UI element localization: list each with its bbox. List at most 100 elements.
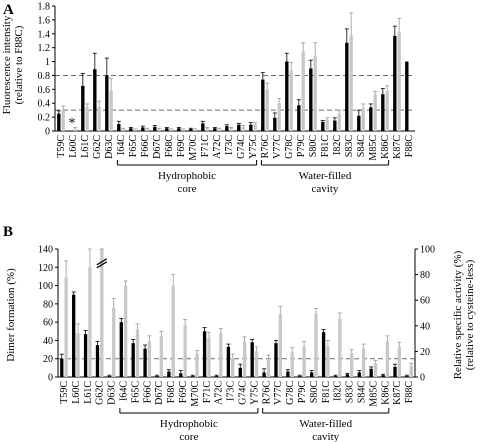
- panel-a-x-tick-label: S84C: [356, 135, 367, 158]
- panel-a-ylabel: Fluorescence intensity: [1, 15, 13, 114]
- panel-a-x-tick-label: D63C: [104, 135, 115, 159]
- panel-b-x-tick-label: F66C: [142, 381, 153, 404]
- panel-a-x-tick-label: A72C: [212, 135, 223, 159]
- panel-b-x-tick-label: D67C: [154, 381, 165, 405]
- panel-b-bar-gray: [76, 333, 80, 377]
- panel-a-bar-black: [201, 123, 205, 131]
- panel-b-bar-gray: [266, 358, 271, 377]
- panel-a-bar-gray: [397, 32, 401, 132]
- panel-b-x-tick-label: S80C: [309, 381, 320, 404]
- panel-a-y-tick-label: 1.8: [38, 2, 51, 13]
- panel-b-group-label-2: core: [179, 431, 198, 442]
- panel-a-bar-gray: [337, 113, 341, 131]
- panel-b-x-tick-label: F69C: [178, 381, 189, 404]
- panel-a-chart: 0 0.2 0.4 0.6 0.8 1 1.2 1.4 1.6 1.8 T59C L60C L61C G6…: [38, 2, 415, 195]
- panel-b-bar-black: [333, 376, 338, 377]
- panel-a-x-tick-label: R76C: [260, 135, 271, 159]
- panel-b-ylabel-right: Relative specific activity (%): [452, 250, 464, 379]
- panel-a-y-tick-label: 0: [45, 127, 50, 138]
- panel-b-bar-gray: [350, 353, 354, 377]
- panel-b-bar-black: [131, 343, 135, 377]
- panel-b-bar-black: [72, 294, 76, 377]
- panel-a-annotation: *: [69, 116, 76, 131]
- panel-b-bar-black: [119, 322, 123, 377]
- panel-a-bar-gray: [133, 129, 137, 131]
- panel-b-bar-gray: [397, 346, 401, 377]
- panel-a-bar-gray: [229, 128, 233, 131]
- panel-a-bar-gray: [169, 129, 173, 131]
- panel-b-group-label: Hydrophobic: [160, 418, 218, 430]
- panel-b-x-tick-label: S83C: [345, 381, 356, 404]
- panel-b-bar-gray: [254, 351, 259, 377]
- panel-b-bar-black: [179, 373, 183, 377]
- panel-b-bar-black: [238, 367, 242, 377]
- panel-b-chart: 0 20 40 60 80 100 120 140 0 20 40 60 80 100 T59C L60C L6…: [38, 245, 435, 442]
- panel-b-y-tick-label-right: 0: [420, 373, 425, 384]
- panel-b-x-tick-label: L60C: [71, 381, 82, 404]
- panel-b-bar-gray: [290, 352, 294, 377]
- panel-a-x-tick-label: S83C: [344, 135, 355, 158]
- panel-a-bar-black: [369, 107, 373, 131]
- panel-a-group-label: Water-filled: [299, 170, 352, 182]
- panel-b-x-tick-label: K87C: [392, 381, 403, 405]
- panel-b-x-tick-label: S84C: [356, 381, 367, 404]
- panel-a-bar-black: [189, 128, 193, 131]
- panel-b-x-tick-label: G74C: [237, 381, 248, 405]
- panel-a-x-tick-label: F71C: [200, 135, 211, 158]
- panel-b-y-tick-label-right: 60: [420, 296, 430, 307]
- panel-b-x-tick-label: F88C: [404, 381, 415, 404]
- panel-b-bar-gray: [112, 307, 116, 377]
- panel-b-bar-black: [155, 376, 159, 377]
- panel-a-bar-black: [225, 126, 229, 131]
- panel-b-x-tick-label: F81C: [321, 381, 332, 404]
- panel-b-y-tick-label: 20: [43, 354, 53, 365]
- panel-b-group-label-2: cavity: [312, 431, 339, 442]
- panel-b-y-tick-label-right: 40: [420, 321, 430, 332]
- panel-b-bar-black: [262, 372, 266, 377]
- panel-a-bar-black: [285, 61, 289, 131]
- panel-b-ylabel: Dimer formation (%): [5, 268, 17, 362]
- panel-a-bar-gray: [217, 128, 221, 131]
- panel-b-x-tick-label: Y75C: [249, 381, 260, 405]
- panel-a-bar-gray: [205, 128, 209, 131]
- panel-a-bar-black: [381, 94, 385, 131]
- panel-b-bar-black: [60, 358, 64, 377]
- panel-b-bar-gray: [123, 285, 128, 377]
- panel-a-bar-black: [357, 115, 361, 131]
- panel-a-x-tick-label: P79C: [296, 135, 307, 158]
- panel-a-y-tick-label: 0.6: [38, 85, 51, 96]
- panel-b-x-tick-label: I82C: [333, 381, 344, 401]
- panel-b-bar-gray: [88, 267, 92, 377]
- panel-a-x-tick-label: I82C: [332, 135, 343, 155]
- panel-b-x-tick-label: F71C: [202, 381, 213, 404]
- panel-b-y-tick-label: 120: [38, 263, 53, 274]
- panel-b-bar-black: [143, 348, 147, 377]
- panel-b-bar-black: [226, 346, 231, 377]
- panel-a-x-tick-label: K87C: [392, 135, 403, 159]
- panel-b-bar-gray: [219, 333, 223, 377]
- panel-b-bar-gray: [183, 324, 187, 377]
- panel-a-x-tick-label: F65C: [128, 135, 139, 158]
- panel-b-bar-gray: [242, 341, 247, 377]
- panel-b-x-tick-label: L61C: [83, 381, 94, 404]
- panel-b-x-tick-label: R76C: [261, 381, 272, 405]
- panel-b-break-mark: [96, 258, 108, 266]
- panel-b-x-tick-label: M70C: [190, 381, 201, 407]
- panel-b-break-mark: [96, 261, 108, 269]
- panel-b-y-tick-label: 100: [38, 281, 53, 292]
- panel-a-x-tick-label: F68C: [164, 135, 175, 158]
- panel-a-bar-black: [297, 105, 301, 131]
- panel-b-y-tick-label: 40: [43, 336, 53, 347]
- panel-a-x-tick-label: F81C: [320, 135, 331, 158]
- panel-b-bar-black: [274, 343, 278, 377]
- panel-b-bar-gray: [373, 363, 378, 377]
- panel-a-bar-gray: [265, 89, 269, 131]
- panel-b-bar-black: [167, 371, 171, 377]
- panel-b-bar-black: [286, 371, 290, 377]
- panel-b-bar-gray: [326, 345, 330, 377]
- panel-a-x-tick-label: L60C: [68, 135, 79, 158]
- panel-b-x-tick-label: G78C: [285, 381, 296, 405]
- panel-b-x-tick-label: I64C: [118, 381, 129, 401]
- panel-a-bar-gray: [289, 70, 293, 131]
- panel-a-bar-gray: [241, 126, 245, 131]
